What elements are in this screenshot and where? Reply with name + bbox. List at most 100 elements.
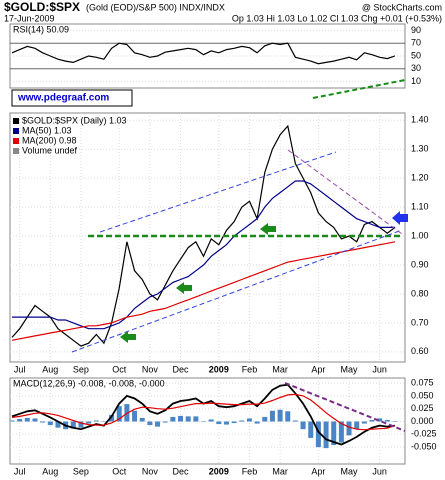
x-tick-label: Jun	[372, 466, 387, 476]
histogram-bar	[24, 417, 30, 422]
histogram-bar	[346, 421, 352, 436]
y-tick-label: 90	[411, 25, 421, 35]
histogram-bar	[377, 418, 383, 422]
y-tick-label: 10	[411, 76, 421, 86]
series-line	[11, 42, 396, 65]
y-tick-label: 1.30	[411, 144, 429, 154]
panel-title: MACD(12,26,9) -0.008, -0.008, -0.000	[13, 378, 165, 388]
histogram-bar	[201, 421, 206, 423]
legend-label: Volume undef	[22, 145, 78, 155]
x-tick-label: Nov	[142, 364, 159, 374]
y-tick-label: 0.000	[411, 416, 434, 426]
watermark-box	[11, 89, 133, 107]
histogram-bar	[178, 415, 184, 422]
x-tick-label: 2009	[209, 466, 229, 476]
series-line	[11, 393, 396, 431]
y-tick-label: 0.90	[411, 259, 429, 269]
legend-swatch	[13, 148, 19, 154]
panels: 90 70 50 30 10 RSI(14) 50.09 Jul Aug Sep Oct Nov De…	[9, 23, 437, 476]
panel-frame	[9, 112, 406, 363]
histogram-bar	[9, 420, 15, 422]
histogram-bar	[231, 421, 237, 424]
source: @ StockCharts.com	[362, 2, 442, 12]
histogram-bar	[55, 421, 61, 428]
series-line	[12, 180, 395, 330]
upper-channel	[99, 151, 337, 233]
x-tick-label: Jun	[372, 364, 387, 374]
annotations: www.pdegraaf.com	[11, 79, 408, 432]
y-tick-label: -0.025	[411, 429, 437, 439]
y-tick-label: 0.80	[411, 288, 429, 298]
histogram-bar	[223, 421, 229, 425]
y-tick-label: 1.20	[411, 173, 429, 183]
histogram-bar	[208, 419, 214, 422]
x-tick-label: Sep	[73, 364, 89, 374]
histogram-bar	[392, 421, 398, 423]
arrow	[176, 282, 192, 294]
x-tick-label: Apr	[311, 466, 325, 476]
series-line	[11, 124, 396, 347]
x-tick-label: Oct	[112, 364, 127, 374]
legend-swatch	[13, 118, 19, 124]
histogram-bar	[40, 421, 46, 423]
y-tick-label: 30	[411, 63, 421, 73]
x-tick-label: May	[341, 466, 359, 476]
x-tick-label: May	[341, 364, 359, 374]
x-tick-label: Oct	[112, 466, 127, 476]
x-tick-label: Dec	[173, 364, 190, 374]
histogram-bar	[86, 421, 92, 424]
macd-trendline	[284, 382, 406, 432]
histogram-bar	[246, 418, 252, 422]
histogram-bar	[308, 421, 314, 438]
x-tick-label: Sep	[73, 466, 89, 476]
histogram-bar	[47, 421, 53, 426]
panel-title: RSI(14) 50.09	[13, 24, 69, 34]
legend-label: $GOLD:$SPX (Daily) 1.03	[22, 115, 127, 125]
series-line	[11, 241, 396, 341]
histogram-bar	[17, 418, 23, 422]
histogram-bar	[78, 421, 84, 428]
y-tick-label: 0.075	[411, 377, 434, 387]
lower-channel	[71, 229, 403, 353]
x-tick-label: Feb	[242, 364, 258, 374]
y-tick-label: 0.050	[411, 390, 434, 400]
histogram-bar	[292, 420, 298, 422]
y-tick-label: 1.10	[411, 201, 429, 211]
histogram-bar	[369, 419, 375, 422]
histogram-bar	[331, 421, 337, 446]
date: 17-Jun-2009	[4, 13, 55, 23]
histogram-bar	[216, 421, 222, 425]
histogram-bar	[109, 414, 115, 422]
histogram-bar	[70, 421, 76, 429]
y-tick-label: 70	[411, 38, 421, 48]
y-tick-label: 0.70	[411, 317, 429, 327]
legend-label: MA(200) 0.98	[22, 135, 77, 145]
x-tick-label: Feb	[242, 466, 258, 476]
histogram-bar	[323, 421, 329, 449]
legend-swatch	[13, 128, 19, 134]
histogram-bar	[170, 416, 176, 422]
x-tick-label: Aug	[42, 466, 58, 476]
histogram-bar	[285, 411, 291, 422]
x-tick-label: Nov	[142, 466, 159, 476]
histogram-bar	[185, 416, 191, 422]
histogram-bar	[93, 420, 99, 422]
histogram-bar	[139, 417, 145, 422]
arrow	[120, 331, 136, 343]
x-tick-label: Mar	[272, 466, 288, 476]
histogram-bar	[354, 421, 360, 430]
y-tick-label: 1.40	[411, 115, 429, 125]
histogram-bar	[338, 421, 344, 443]
y-tick-label: 1.00	[411, 230, 429, 240]
histogram-bar	[384, 419, 390, 422]
histogram-bar	[239, 420, 245, 422]
y-tick-label: 0.60	[411, 346, 429, 356]
histogram-bar	[300, 421, 306, 430]
x-tick-label: Apr	[311, 364, 325, 374]
panel-frame	[9, 23, 406, 89]
panel-frame	[9, 377, 406, 465]
histogram-bar	[162, 421, 168, 423]
histogram-bar	[101, 421, 107, 423]
x-tick-label: Aug	[42, 364, 58, 374]
x-tick-label: Mar	[272, 364, 288, 374]
